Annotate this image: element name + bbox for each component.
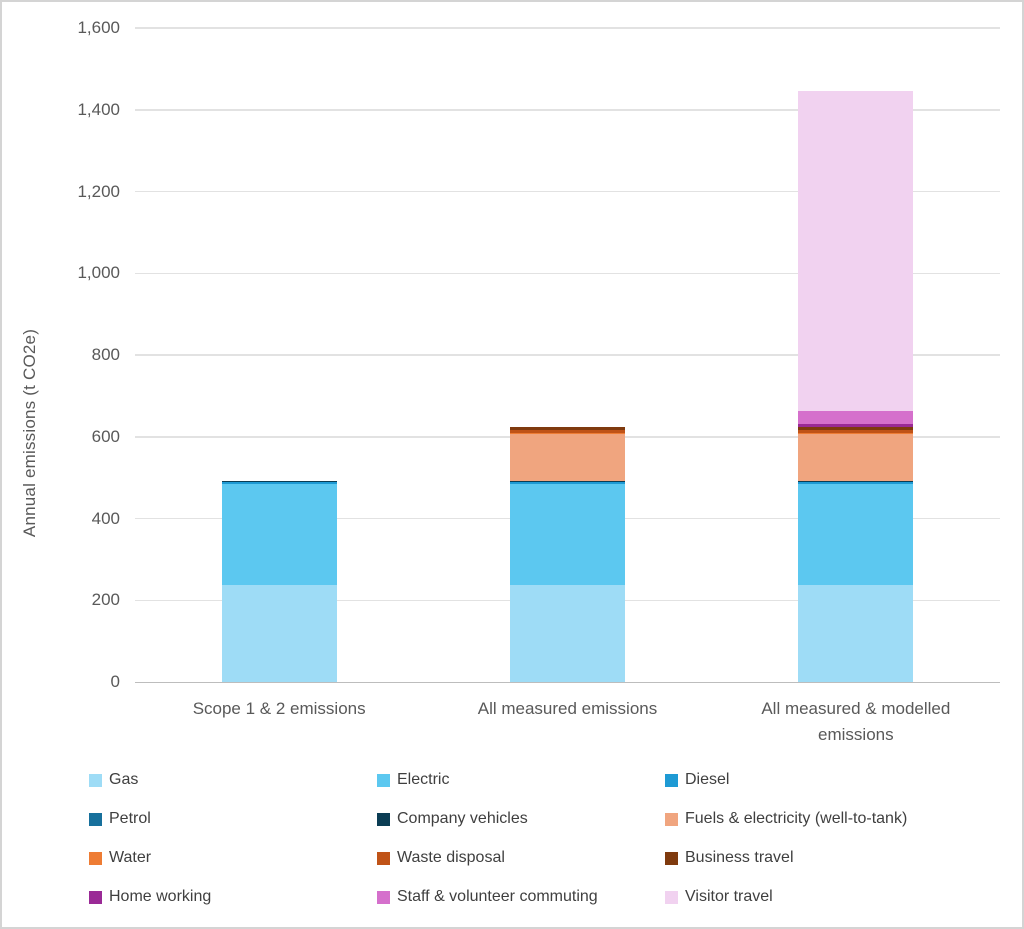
y-tick-label-1,600: 1,600 <box>77 18 120 37</box>
bar-segment-diesel <box>510 481 625 484</box>
y-tick-label-600: 600 <box>91 426 120 446</box>
bar-segment-business-travel <box>798 426 914 431</box>
legend-swatch-icon <box>665 773 678 787</box>
bar-1 <box>221 28 337 682</box>
gridline-1000 <box>135 272 1000 274</box>
bar-segment-fuels-electricity-well-to-tank <box>510 433 625 481</box>
legend-label: Staff & volunteer commuting <box>397 888 598 905</box>
gridline-800 <box>135 354 1000 356</box>
bar-segment-electric <box>798 483 914 586</box>
legend-item-gas: Gas <box>89 769 377 791</box>
gridline-1600 <box>135 27 1000 29</box>
legend: Gas Electric Diesel Petrol Company vehicles F… <box>89 769 989 908</box>
legend-label: Diesel <box>685 771 730 788</box>
y-tick-label-0: 0 <box>110 672 120 691</box>
bar-segment-petrol <box>510 481 625 482</box>
bar-segment-company-vehicles <box>510 480 625 482</box>
bar-segment-waste-disposal <box>798 430 914 434</box>
legend-item-diesel: Diesel <box>665 769 989 791</box>
legend-label: Gas <box>109 771 139 788</box>
legend-swatch-icon <box>89 812 102 826</box>
x-category-label-3: All measured & modelled emissions <box>761 699 951 745</box>
bar-segment-business-travel <box>510 426 625 431</box>
legend-label: Company vehicles <box>397 810 528 827</box>
legend-label: Business travel <box>685 849 794 866</box>
legend-item-business-travel: Business travel <box>665 847 989 869</box>
legend-label: Fuels & electricity (well-to-tank) <box>685 810 908 827</box>
gridline-1200 <box>135 190 1000 193</box>
legend-label: Waste disposal <box>397 849 505 866</box>
legend-label: Visitor travel <box>685 888 773 905</box>
legend-swatch-icon <box>89 890 102 904</box>
legend-label: Petrol <box>109 810 151 827</box>
bar-segment-visitor-travel <box>798 90 914 412</box>
bar-segment-gas <box>221 585 337 682</box>
legend-item-visitor-travel: Visitor travel <box>665 886 989 908</box>
bar-segment-waste-disposal <box>510 430 625 434</box>
y-tick-label-1,200: 1,200 <box>77 181 120 201</box>
y-tick-label-400: 400 <box>91 508 120 528</box>
gridline-1400 <box>135 109 1000 111</box>
legend-swatch-icon <box>89 773 102 787</box>
legend-label: Electric <box>397 771 450 788</box>
legend-item-staff-volunteer-commuting: Staff & volunteer commuting <box>377 886 665 908</box>
bar-segment-petrol <box>798 481 914 482</box>
legend-item-electric: Electric <box>377 769 665 791</box>
bar-segment-diesel <box>221 481 337 484</box>
legend-swatch-icon <box>665 851 678 865</box>
x-axis-line <box>135 681 1000 683</box>
legend-label: Home working <box>109 888 212 905</box>
bar-2 <box>510 28 625 682</box>
x-category-label-2: All measured emissions <box>477 699 658 718</box>
bar-segment-gas <box>798 585 914 682</box>
bar-segment-electric <box>510 483 625 586</box>
y-tick-label-1,400: 1,400 <box>77 99 120 119</box>
legend-item-fuels-electricity-well-to-tank: Fuels & electricity (well-to-tank) <box>665 808 989 830</box>
y-tick-label-800: 800 <box>91 345 120 364</box>
x-category-label-1: Scope 1 & 2 emissions <box>192 699 366 718</box>
legend-item-home-working: Home working <box>89 886 377 908</box>
plot-area <box>135 27 1000 683</box>
bar-segment-staff-volunteer-commuting <box>798 411 914 424</box>
bar-segment-company-vehicles <box>221 480 337 482</box>
bar-segment-fuels-electricity-well-to-tank <box>798 433 914 481</box>
bar-segment-diesel <box>798 481 914 484</box>
bar-segment-petrol <box>221 481 337 482</box>
legend-swatch-icon <box>377 773 390 787</box>
legend-item-petrol: Petrol <box>89 808 377 830</box>
legend-item-waste-disposal: Waste disposal <box>377 847 665 869</box>
legend-item-water: Water <box>89 847 377 869</box>
bar-segment-gas <box>510 585 625 682</box>
legend-swatch-icon <box>89 851 102 865</box>
legend-swatch-icon <box>665 812 678 826</box>
legend-swatch-icon <box>377 851 390 865</box>
y-tick-label-1,000: 1,000 <box>77 263 120 283</box>
legend-label: Water <box>109 849 152 866</box>
bar-segment-company-vehicles <box>798 480 914 482</box>
legend-swatch-icon <box>377 812 390 826</box>
legend-swatch-icon <box>377 890 390 904</box>
bar-segment-home-working <box>798 423 914 427</box>
bar-3 <box>798 28 914 682</box>
y-tick-label-200: 200 <box>91 590 120 610</box>
legend-swatch-icon <box>665 890 678 904</box>
legend-item-company-vehicles: Company vehicles <box>377 808 665 830</box>
bar-segment-electric <box>221 483 337 586</box>
